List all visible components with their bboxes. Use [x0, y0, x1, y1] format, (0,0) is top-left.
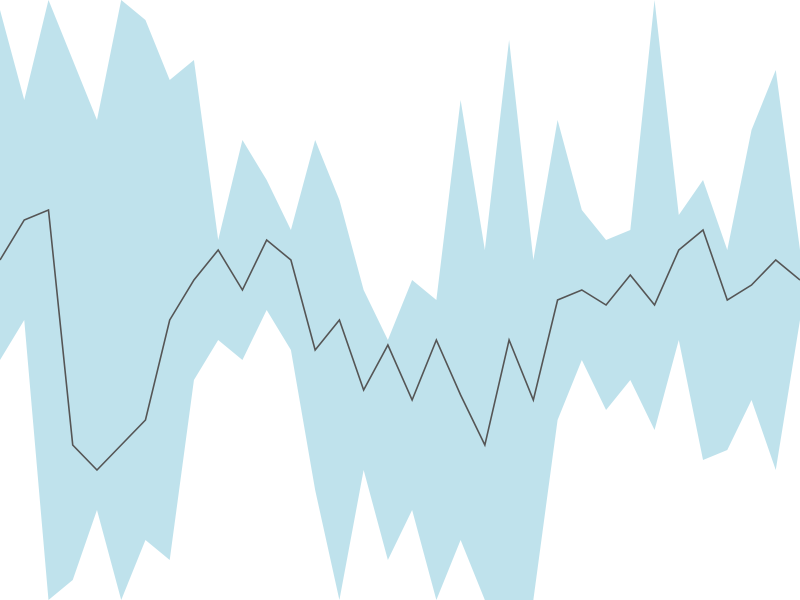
- band-line-chart: [0, 0, 800, 600]
